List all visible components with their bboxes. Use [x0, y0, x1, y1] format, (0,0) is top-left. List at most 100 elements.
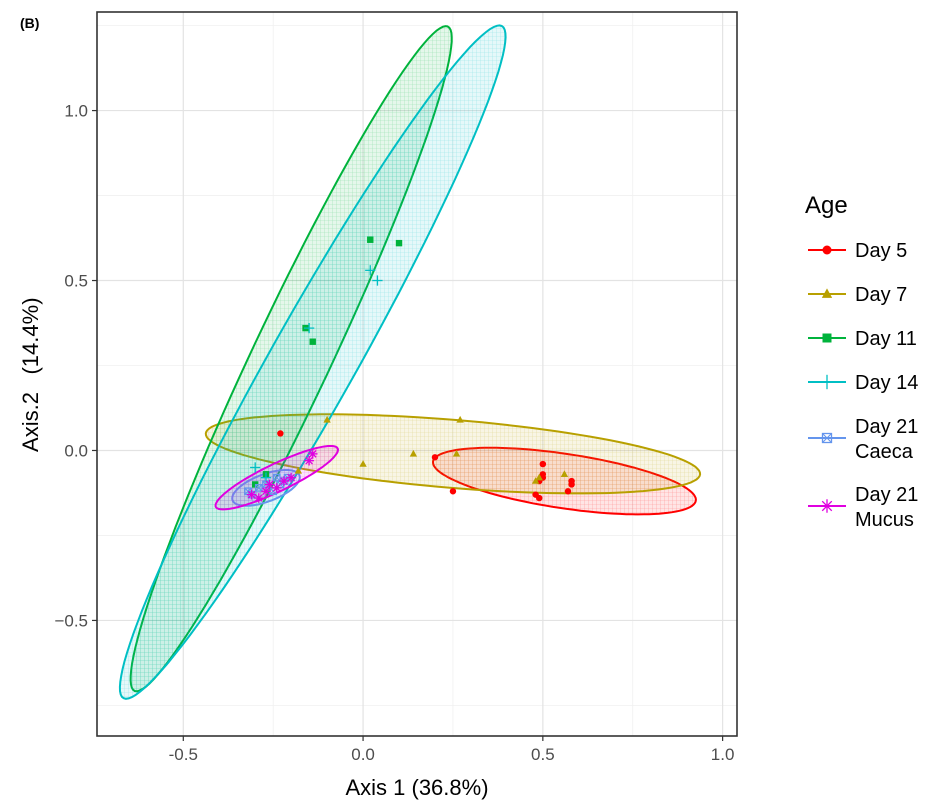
- marker-shape: [272, 484, 281, 492]
- marker-shape: [431, 454, 439, 461]
- point-day-7: [409, 449, 418, 457]
- point-day-14: [304, 322, 315, 334]
- point-day-14: [365, 265, 376, 276]
- y-axis-title-percent: (14.4%): [18, 297, 43, 374]
- marker-shape: [287, 473, 296, 482]
- data-points: [244, 236, 575, 503]
- marker-shape: [305, 456, 313, 465]
- y-axis-title-name: Axis.2: [18, 392, 43, 452]
- x-tick-label: 0.5: [531, 745, 555, 764]
- legend-item-day-14: Day 14: [808, 372, 918, 394]
- legend-label: Day 21: [855, 416, 918, 438]
- marker-shape: [308, 450, 317, 458]
- point-day-11: [367, 236, 374, 243]
- confidence-ellipses: [118, 24, 702, 700]
- point-day-7: [535, 473, 543, 481]
- point-day-14: [250, 462, 261, 473]
- y-axis-title: Axis.2 (14.4%): [18, 297, 43, 451]
- marker-shape: [323, 415, 331, 423]
- legend-key-marker: [819, 374, 835, 390]
- point-day-21-mucus: [253, 493, 264, 503]
- x-tick-label: 1.0: [711, 745, 735, 764]
- point-day-7: [456, 415, 464, 423]
- legend-title: Age: [805, 192, 848, 219]
- point-day-5: [539, 471, 547, 478]
- point-day-21-mucus: [246, 489, 257, 500]
- legend-label: Day 14: [855, 372, 918, 394]
- marker-shape: [539, 471, 547, 478]
- point-day-5: [277, 430, 284, 437]
- ellipse-day-14: [118, 24, 507, 700]
- point-day-21-mucus: [286, 472, 296, 483]
- marker-shape: [254, 494, 263, 502]
- point-day-5: [568, 481, 575, 488]
- legend-label: Day 7: [855, 284, 907, 306]
- axes: -0.5 0.0 0.5 1.0 −0.5 0.0 0.5 1.0: [54, 102, 734, 764]
- x-tick-label: 0.0: [351, 745, 375, 764]
- point-day-5: [536, 494, 543, 502]
- marker-shape: [309, 338, 316, 345]
- marker-shape: [531, 477, 540, 484]
- marker-shape: [255, 484, 263, 492]
- marker-shape: [452, 449, 461, 457]
- point-day-5: [539, 460, 547, 468]
- legend-key-marker: [821, 288, 833, 298]
- legend-item-day-7: Day 7: [808, 284, 907, 306]
- legend-item-day-11: Day 11: [808, 328, 917, 350]
- marker-shape: [456, 415, 464, 423]
- marker-shape: [821, 432, 833, 444]
- marker-shape: [821, 500, 833, 512]
- legend-label: Day 11: [855, 328, 917, 350]
- marker-shape: [449, 488, 457, 495]
- marker-shape: [560, 470, 569, 477]
- point-day-7: [452, 449, 461, 457]
- legend-key-marker: [822, 333, 832, 343]
- point-day-7: [323, 415, 331, 423]
- point-day-7: [531, 477, 540, 484]
- y-tick-label: 1.0: [64, 102, 88, 121]
- marker-shape: [395, 239, 403, 247]
- marker-shape: [822, 433, 832, 443]
- marker-shape: [568, 481, 575, 488]
- legend-item-day-21-caeca: Day 21 Caeca: [808, 416, 918, 463]
- marker-shape: [539, 460, 547, 468]
- point-day-7: [359, 460, 367, 467]
- point-day-11: [395, 239, 403, 247]
- x-tick-label: -0.5: [169, 745, 198, 764]
- point-day-5: [564, 488, 572, 495]
- marker-shape: [822, 333, 832, 343]
- marker-shape: [265, 480, 274, 489]
- point-day-5: [449, 488, 457, 495]
- marker-shape: [262, 487, 270, 496]
- point-day-7: [294, 466, 303, 474]
- marker-shape: [247, 490, 256, 499]
- y-tick-label: −0.5: [54, 611, 88, 630]
- marker-shape: [821, 288, 833, 298]
- plot-panel-border: [96, 11, 738, 737]
- x-axis-title: Axis 1 (36.8%): [345, 775, 488, 800]
- point-day-5: [431, 454, 439, 461]
- legend-item-day-5: Day 5: [808, 240, 907, 262]
- point-day-21-mucus: [307, 449, 318, 459]
- legend-label: Mucus: [855, 509, 914, 531]
- marker-shape: [294, 466, 303, 474]
- legend-label: Day 21: [855, 484, 918, 506]
- marker-shape: [280, 477, 288, 485]
- marker-shape: [273, 474, 281, 482]
- point-day-7: [560, 470, 569, 477]
- legend-key-marker: [821, 432, 833, 444]
- marker-shape: [822, 245, 832, 255]
- y-tick-label: 0.5: [64, 272, 88, 291]
- legend-key-marker: [820, 499, 834, 513]
- point-day-11: [309, 338, 316, 345]
- point-day-14: [372, 275, 383, 286]
- point-day-21-mucus: [304, 455, 314, 466]
- legend-label: Day 5: [855, 240, 907, 262]
- y-tick-label: 0.0: [64, 441, 88, 460]
- legend: Day 5 Day 7 Day 11 Day 14 Day 21 Caeca Day 21 M…: [808, 240, 918, 531]
- marker-shape: [409, 449, 418, 457]
- panel-label: (B): [20, 15, 39, 31]
- point-day-21-caeca: [254, 484, 263, 492]
- marker-shape: [254, 484, 263, 492]
